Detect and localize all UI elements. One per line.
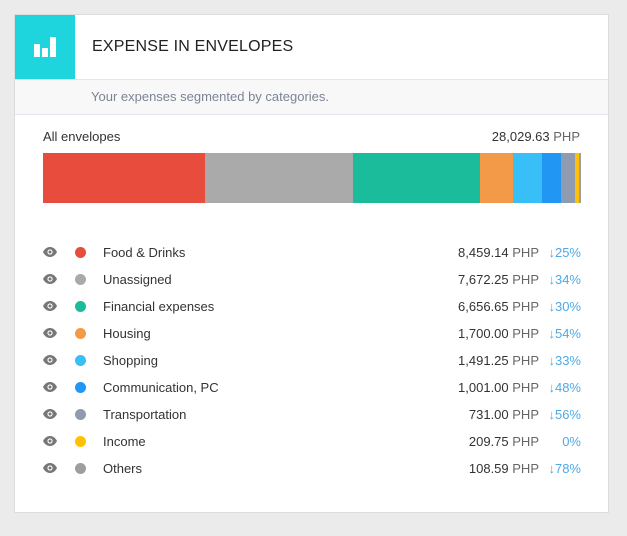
card-subtitle: Your expenses segmented by categories. [15, 80, 608, 115]
bar-segment[interactable] [43, 153, 206, 203]
category-name: Housing [103, 326, 151, 341]
category-change: ↓78% [548, 461, 581, 476]
category-amount: 7,672.25 [458, 272, 509, 287]
category-currency: PHP [512, 380, 539, 395]
eye-icon[interactable] [43, 245, 59, 260]
category-amount: 1,001.00 [458, 380, 509, 395]
category-color-dot [75, 409, 86, 420]
total-amount: 28,029.63 [491, 129, 550, 144]
category-amount: 1,491.25 [458, 353, 509, 368]
eye-icon[interactable] [43, 326, 59, 341]
bar-segment[interactable] [513, 153, 542, 203]
category-name: Food & Drinks [103, 245, 186, 260]
category-row[interactable]: Food & Drinks 8,459.14 PHP ↓25% [43, 239, 581, 266]
total-row: All envelopes 28,029.63 PHP [43, 129, 580, 144]
category-row[interactable]: Income 209.75 PHP 0% [43, 428, 581, 455]
category-currency: PHP [512, 407, 539, 422]
category-change: ↓34% [548, 272, 581, 287]
category-color-dot [75, 463, 86, 474]
category-amount: 1,700.00 [458, 326, 509, 341]
category-currency: PHP [512, 326, 539, 341]
category-change: 0% [562, 434, 581, 449]
eye-icon[interactable] [43, 461, 59, 476]
card-title: EXPENSE IN ENVELOPES [92, 38, 294, 55]
card-header: EXPENSE IN ENVELOPES [15, 15, 608, 80]
category-color-dot [75, 328, 86, 339]
category-name: Transportation [103, 407, 187, 422]
category-amount: 731.00 [468, 407, 509, 422]
category-currency: PHP [512, 299, 539, 314]
eye-icon[interactable] [43, 299, 59, 314]
category-list: Food & Drinks 8,459.14 PHP ↓25% Unassign… [43, 239, 581, 482]
category-row[interactable]: Communication, PC 1,001.00 PHP ↓48% [43, 374, 581, 401]
eye-icon[interactable] [43, 380, 59, 395]
category-color-dot [75, 436, 86, 447]
category-row[interactable]: Others 108.59 PHP ↓78% [43, 455, 581, 482]
bar-segment[interactable] [574, 153, 579, 203]
category-color-dot [75, 301, 86, 312]
category-currency: PHP [512, 461, 539, 476]
category-name: Others [103, 461, 143, 476]
category-change: ↓56% [548, 407, 581, 422]
category-color-dot [75, 274, 86, 285]
category-name: Shopping [103, 353, 158, 368]
category-amount: 6,656.65 [458, 299, 509, 314]
category-amount: 108.59 [468, 461, 509, 476]
category-row[interactable]: Transportation 731.00 PHP ↓56% [43, 401, 581, 428]
category-currency: PHP [512, 245, 539, 260]
category-row[interactable]: Unassigned 7,672.25 PHP ↓34% [43, 266, 581, 293]
category-currency: PHP [512, 353, 539, 368]
category-change: ↓33% [548, 353, 581, 368]
category-change: ↓54% [548, 326, 581, 341]
category-name: Communication, PC [103, 380, 219, 395]
bar-segment[interactable] [541, 153, 561, 203]
eye-icon[interactable] [43, 407, 59, 422]
category-row[interactable]: Shopping 1,491.25 PHP ↓33% [43, 347, 581, 374]
category-amount: 8,459.14 [458, 245, 509, 260]
category-change: ↓48% [548, 380, 581, 395]
category-color-dot [75, 382, 86, 393]
total-label: All envelopes [43, 129, 121, 144]
bar-segment[interactable] [480, 153, 513, 203]
eye-icon[interactable] [43, 272, 59, 287]
bar-segment[interactable] [205, 153, 353, 203]
bar-segment[interactable] [560, 153, 575, 203]
category-currency: PHP [512, 434, 539, 449]
bar-segment[interactable] [578, 153, 581, 203]
category-name: Financial expenses [103, 299, 215, 314]
category-name: Income [103, 434, 146, 449]
category-currency: PHP [512, 272, 539, 287]
expense-envelopes-card: EXPENSE IN ENVELOPES Your expenses segme… [14, 14, 609, 513]
category-row[interactable]: Financial expenses 6,656.65 PHP ↓30% [43, 293, 581, 320]
category-color-dot [75, 355, 86, 366]
category-row[interactable]: Housing 1,700.00 PHP ↓54% [43, 320, 581, 347]
category-color-dot [75, 247, 86, 258]
category-name: Unassigned [103, 272, 172, 287]
category-amount: 209.75 [468, 434, 509, 449]
category-change: ↓30% [548, 299, 581, 314]
category-change: ↓25% [548, 245, 581, 260]
eye-icon[interactable] [43, 353, 59, 368]
bar-chart-icon [15, 15, 75, 79]
eye-icon[interactable] [43, 434, 59, 449]
bar-segment[interactable] [352, 153, 481, 203]
stacked-bar [43, 153, 581, 203]
total-currency: PHP [553, 129, 580, 144]
